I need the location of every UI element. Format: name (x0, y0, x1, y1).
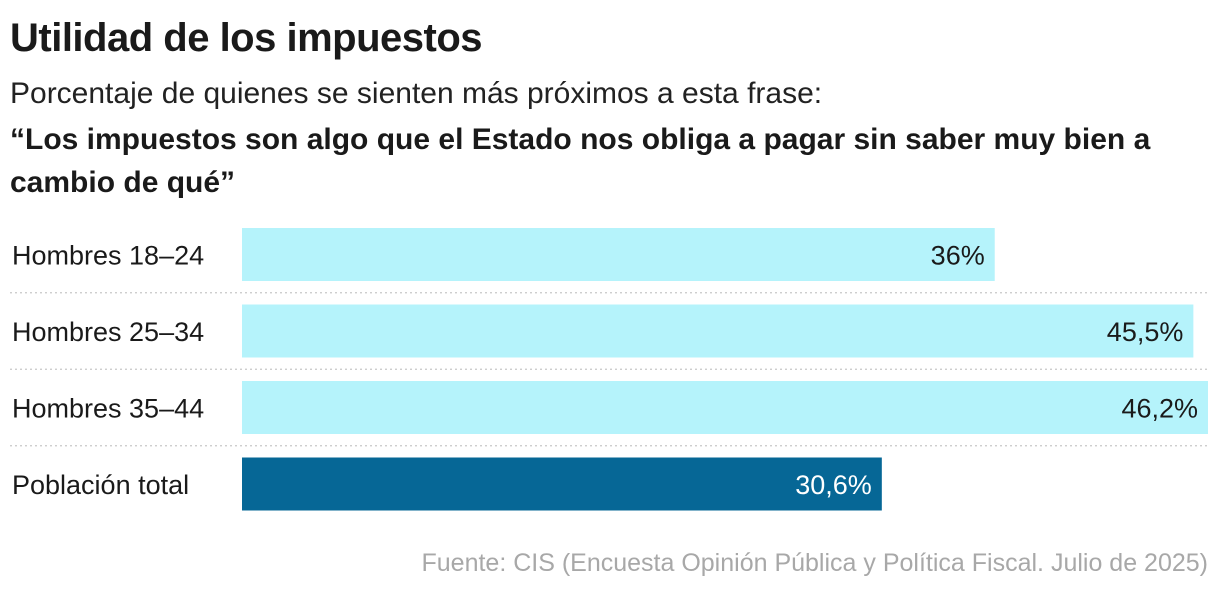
chart-quote: “Los impuestos son algo que el Estado no… (10, 123, 1151, 199)
category-label: Población total (12, 470, 189, 500)
chart-title: Utilidad de los impuestos (10, 16, 483, 60)
source-note: Fuente: CIS (Encuesta Opinión Pública y … (421, 549, 1208, 577)
category-label: Hombres 25–34 (12, 317, 204, 347)
value-label: 36% (931, 241, 985, 271)
chart-subtitle: Porcentaje de quienes se sienten más pró… (10, 77, 823, 110)
bar (242, 457, 882, 511)
value-label: 46,2% (1121, 394, 1198, 424)
bar (242, 228, 995, 281)
value-label: 30,6% (795, 470, 872, 500)
bar (242, 304, 1194, 358)
value-label: 45,5% (1107, 317, 1184, 347)
category-label: Hombres 35–44 (12, 394, 204, 424)
bar (242, 381, 1208, 434)
category-label: Hombres 18–24 (12, 241, 204, 271)
bar-chart: Hombres 18–24 36% Hombres 25–34 45,5% Hombre… (10, 228, 1208, 511)
